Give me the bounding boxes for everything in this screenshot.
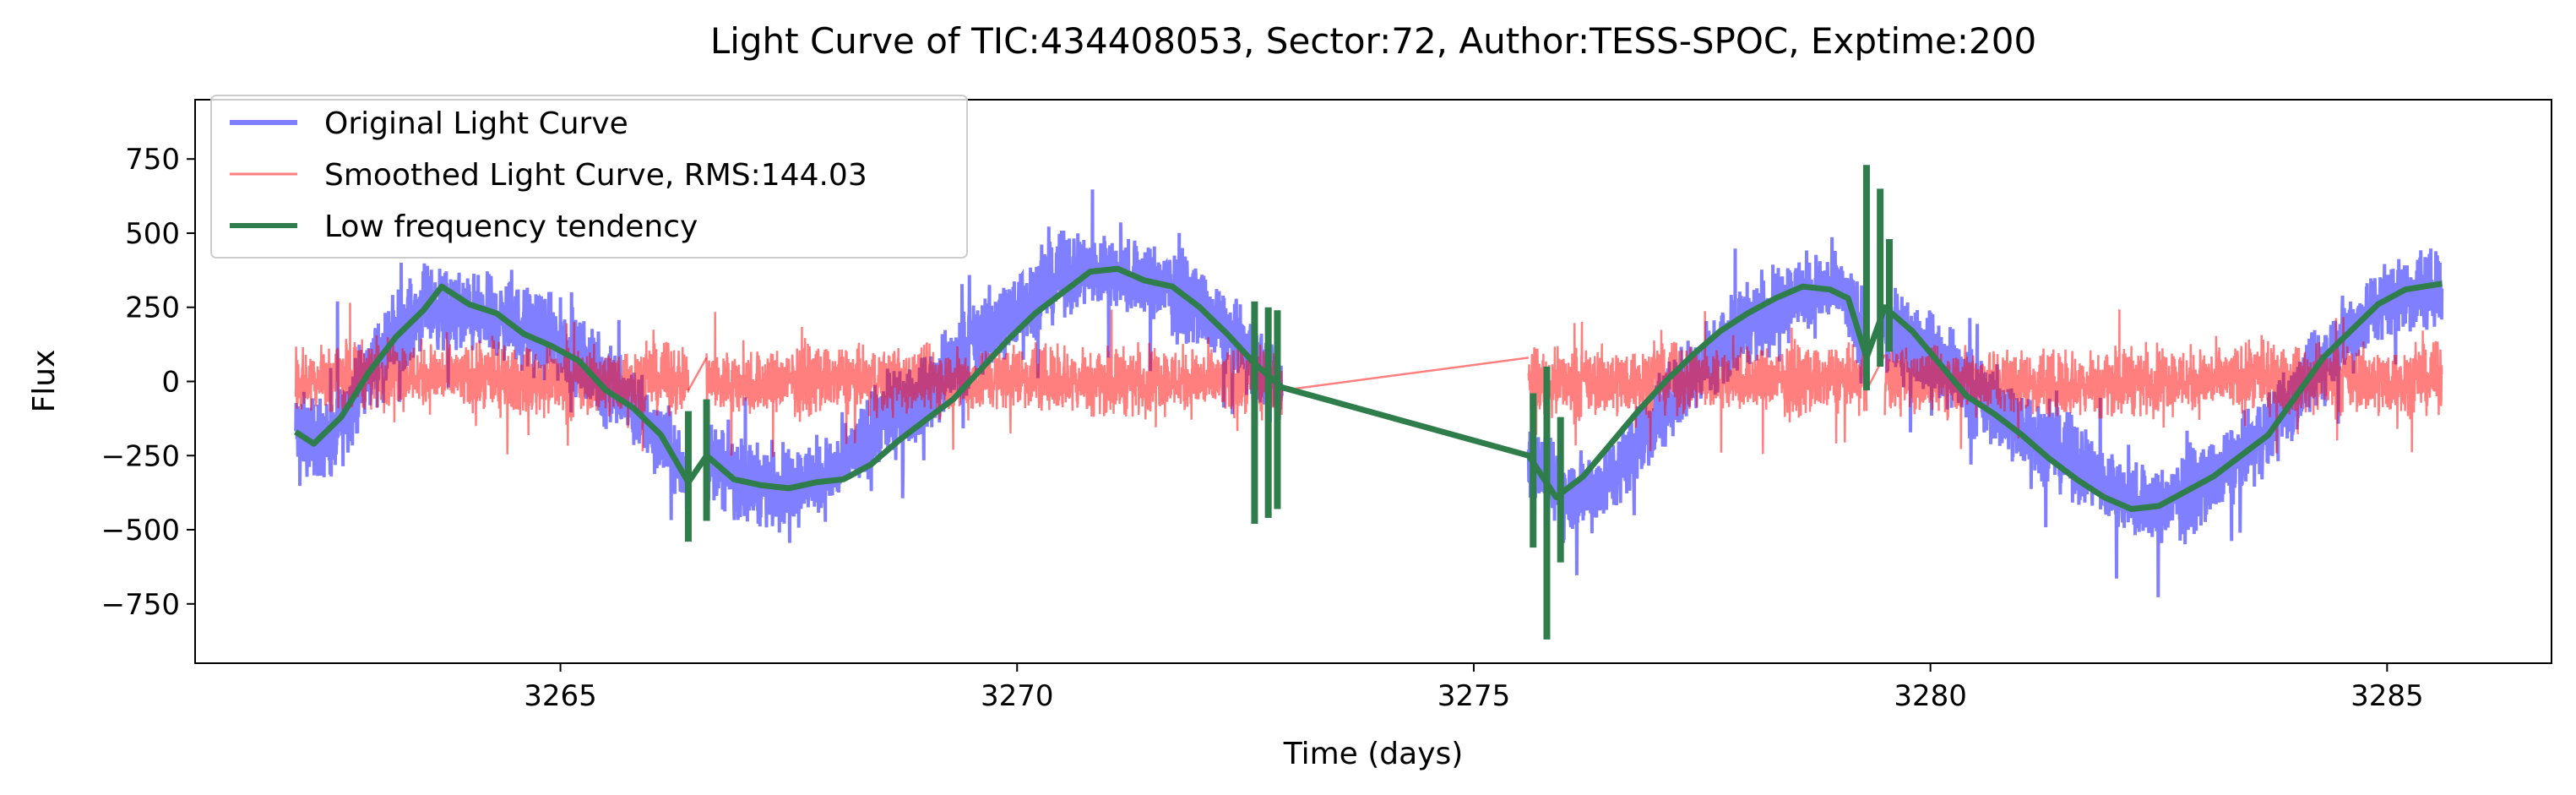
- y-tick-label: 500: [125, 217, 180, 251]
- smoothed-segment-3: [1883, 309, 2443, 454]
- smoothed-gap-connector-1: [1281, 357, 1530, 392]
- legend-label-original: Original Light Curve: [324, 106, 628, 141]
- x-tick-label: 3270: [981, 679, 1054, 713]
- y-axis: −750 −500 −250 0 250 500 750: [101, 143, 195, 622]
- smoothed-segment-0: [294, 302, 690, 455]
- y-tick-label: −500: [101, 514, 180, 547]
- x-axis: 3265 3270 3275 3280 3285: [524, 663, 2424, 713]
- smoothed-segment-2: [1527, 311, 1868, 455]
- y-tick-label: 0: [161, 366, 180, 400]
- y-tick-label: 750: [125, 143, 180, 177]
- x-axis-label: Time (days): [1283, 737, 1464, 771]
- y-tick-label: 250: [125, 291, 180, 325]
- smoothed-segment-1: [705, 309, 1284, 457]
- y-tick-label: −750: [101, 588, 180, 622]
- y-axis-label: Flux: [27, 350, 62, 413]
- smoothed-gap-connector-0: [687, 357, 708, 391]
- legend: Original Light Curve Smoothed Light Curv…: [210, 95, 968, 259]
- legend-box: [210, 95, 968, 259]
- chart-title: Light Curve of TIC:434408053, Sector:72,…: [710, 20, 2036, 62]
- y-tick-label: −250: [101, 439, 180, 473]
- series-layer: [294, 165, 2444, 640]
- x-tick-label: 3280: [1894, 679, 1967, 713]
- x-tick-label: 3265: [524, 679, 597, 713]
- legend-label-tendency: Low frequency tendency: [324, 210, 698, 244]
- x-tick-label: 3275: [1437, 679, 1511, 713]
- legend-label-smoothed: Smoothed Light Curve, RMS:144.03: [324, 158, 867, 193]
- x-tick-label: 3285: [2350, 679, 2424, 713]
- series-low-frequency-tendency: [294, 165, 2443, 640]
